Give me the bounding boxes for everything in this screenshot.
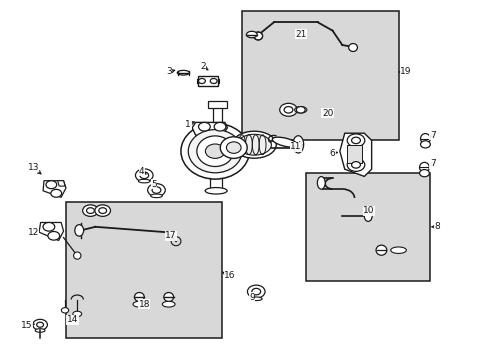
Text: 14: 14: [66, 315, 78, 324]
Ellipse shape: [348, 44, 357, 51]
Text: 2: 2: [200, 62, 205, 71]
Text: 4: 4: [139, 166, 144, 175]
Polygon shape: [339, 133, 371, 176]
Text: 5: 5: [151, 180, 157, 189]
Text: 21: 21: [294, 30, 306, 39]
Text: 17: 17: [165, 231, 177, 240]
Text: 10: 10: [363, 206, 374, 215]
Ellipse shape: [150, 194, 162, 198]
Circle shape: [346, 158, 364, 171]
Ellipse shape: [73, 311, 81, 317]
Ellipse shape: [163, 292, 173, 302]
Circle shape: [247, 285, 264, 298]
Ellipse shape: [250, 297, 262, 301]
Ellipse shape: [246, 31, 257, 38]
Polygon shape: [192, 122, 227, 139]
Ellipse shape: [181, 123, 249, 179]
Circle shape: [251, 288, 260, 295]
Circle shape: [37, 322, 43, 327]
Circle shape: [82, 205, 98, 216]
Circle shape: [51, 189, 61, 197]
Ellipse shape: [35, 329, 45, 332]
Circle shape: [198, 78, 205, 84]
Ellipse shape: [205, 144, 224, 158]
Ellipse shape: [292, 136, 303, 153]
Ellipse shape: [364, 211, 371, 221]
Ellipse shape: [375, 245, 386, 255]
Text: 12: 12: [27, 228, 39, 237]
Text: 20: 20: [321, 109, 333, 118]
Text: 7: 7: [429, 159, 435, 168]
Ellipse shape: [73, 252, 81, 259]
Circle shape: [86, 208, 94, 213]
Ellipse shape: [138, 179, 150, 183]
Circle shape: [140, 172, 148, 179]
Text: 11: 11: [289, 143, 301, 152]
Ellipse shape: [177, 71, 189, 75]
Text: 8: 8: [434, 222, 440, 231]
Ellipse shape: [420, 134, 429, 144]
Bar: [242, 11, 398, 140]
Ellipse shape: [272, 137, 297, 147]
Text: 9: 9: [248, 292, 254, 302]
Circle shape: [46, 181, 57, 189]
Ellipse shape: [205, 188, 226, 194]
Ellipse shape: [253, 32, 262, 40]
Ellipse shape: [61, 307, 68, 313]
Circle shape: [279, 103, 297, 116]
Bar: [66, 202, 222, 338]
Polygon shape: [58, 181, 65, 186]
Ellipse shape: [390, 247, 406, 253]
Text: 3: 3: [165, 68, 171, 77]
Bar: [346, 145, 361, 163]
Circle shape: [210, 78, 217, 84]
Ellipse shape: [162, 301, 175, 307]
Circle shape: [95, 205, 110, 216]
Bar: [305, 173, 429, 281]
Circle shape: [351, 137, 360, 144]
Text: 19: 19: [399, 68, 411, 77]
Text: 6: 6: [329, 149, 335, 158]
Text: 18: 18: [138, 300, 150, 309]
Ellipse shape: [134, 292, 144, 302]
Circle shape: [419, 170, 428, 177]
Text: 1: 1: [185, 120, 191, 129]
Circle shape: [99, 208, 106, 213]
Circle shape: [214, 122, 225, 131]
Circle shape: [420, 141, 429, 148]
Ellipse shape: [232, 131, 276, 158]
Circle shape: [284, 107, 292, 113]
Circle shape: [43, 222, 55, 231]
Circle shape: [147, 184, 165, 197]
Ellipse shape: [419, 162, 428, 172]
Polygon shape: [43, 181, 66, 197]
Polygon shape: [198, 76, 217, 86]
Text: 16: 16: [224, 271, 235, 280]
Circle shape: [351, 162, 360, 168]
Ellipse shape: [226, 142, 241, 153]
Ellipse shape: [237, 134, 271, 155]
Ellipse shape: [133, 301, 145, 307]
Text: 13: 13: [27, 163, 39, 172]
Circle shape: [198, 122, 210, 131]
Circle shape: [135, 169, 153, 182]
Circle shape: [152, 187, 161, 193]
Ellipse shape: [220, 137, 246, 158]
Bar: [207, 101, 227, 108]
Text: 15: 15: [21, 321, 33, 330]
Ellipse shape: [196, 136, 233, 166]
Circle shape: [48, 231, 60, 240]
Ellipse shape: [75, 225, 83, 236]
Ellipse shape: [294, 107, 306, 113]
Ellipse shape: [317, 176, 325, 189]
Circle shape: [346, 134, 364, 147]
Ellipse shape: [188, 130, 242, 173]
Text: 7: 7: [429, 130, 435, 139]
Circle shape: [296, 107, 305, 113]
Polygon shape: [39, 222, 63, 240]
Circle shape: [33, 319, 47, 330]
